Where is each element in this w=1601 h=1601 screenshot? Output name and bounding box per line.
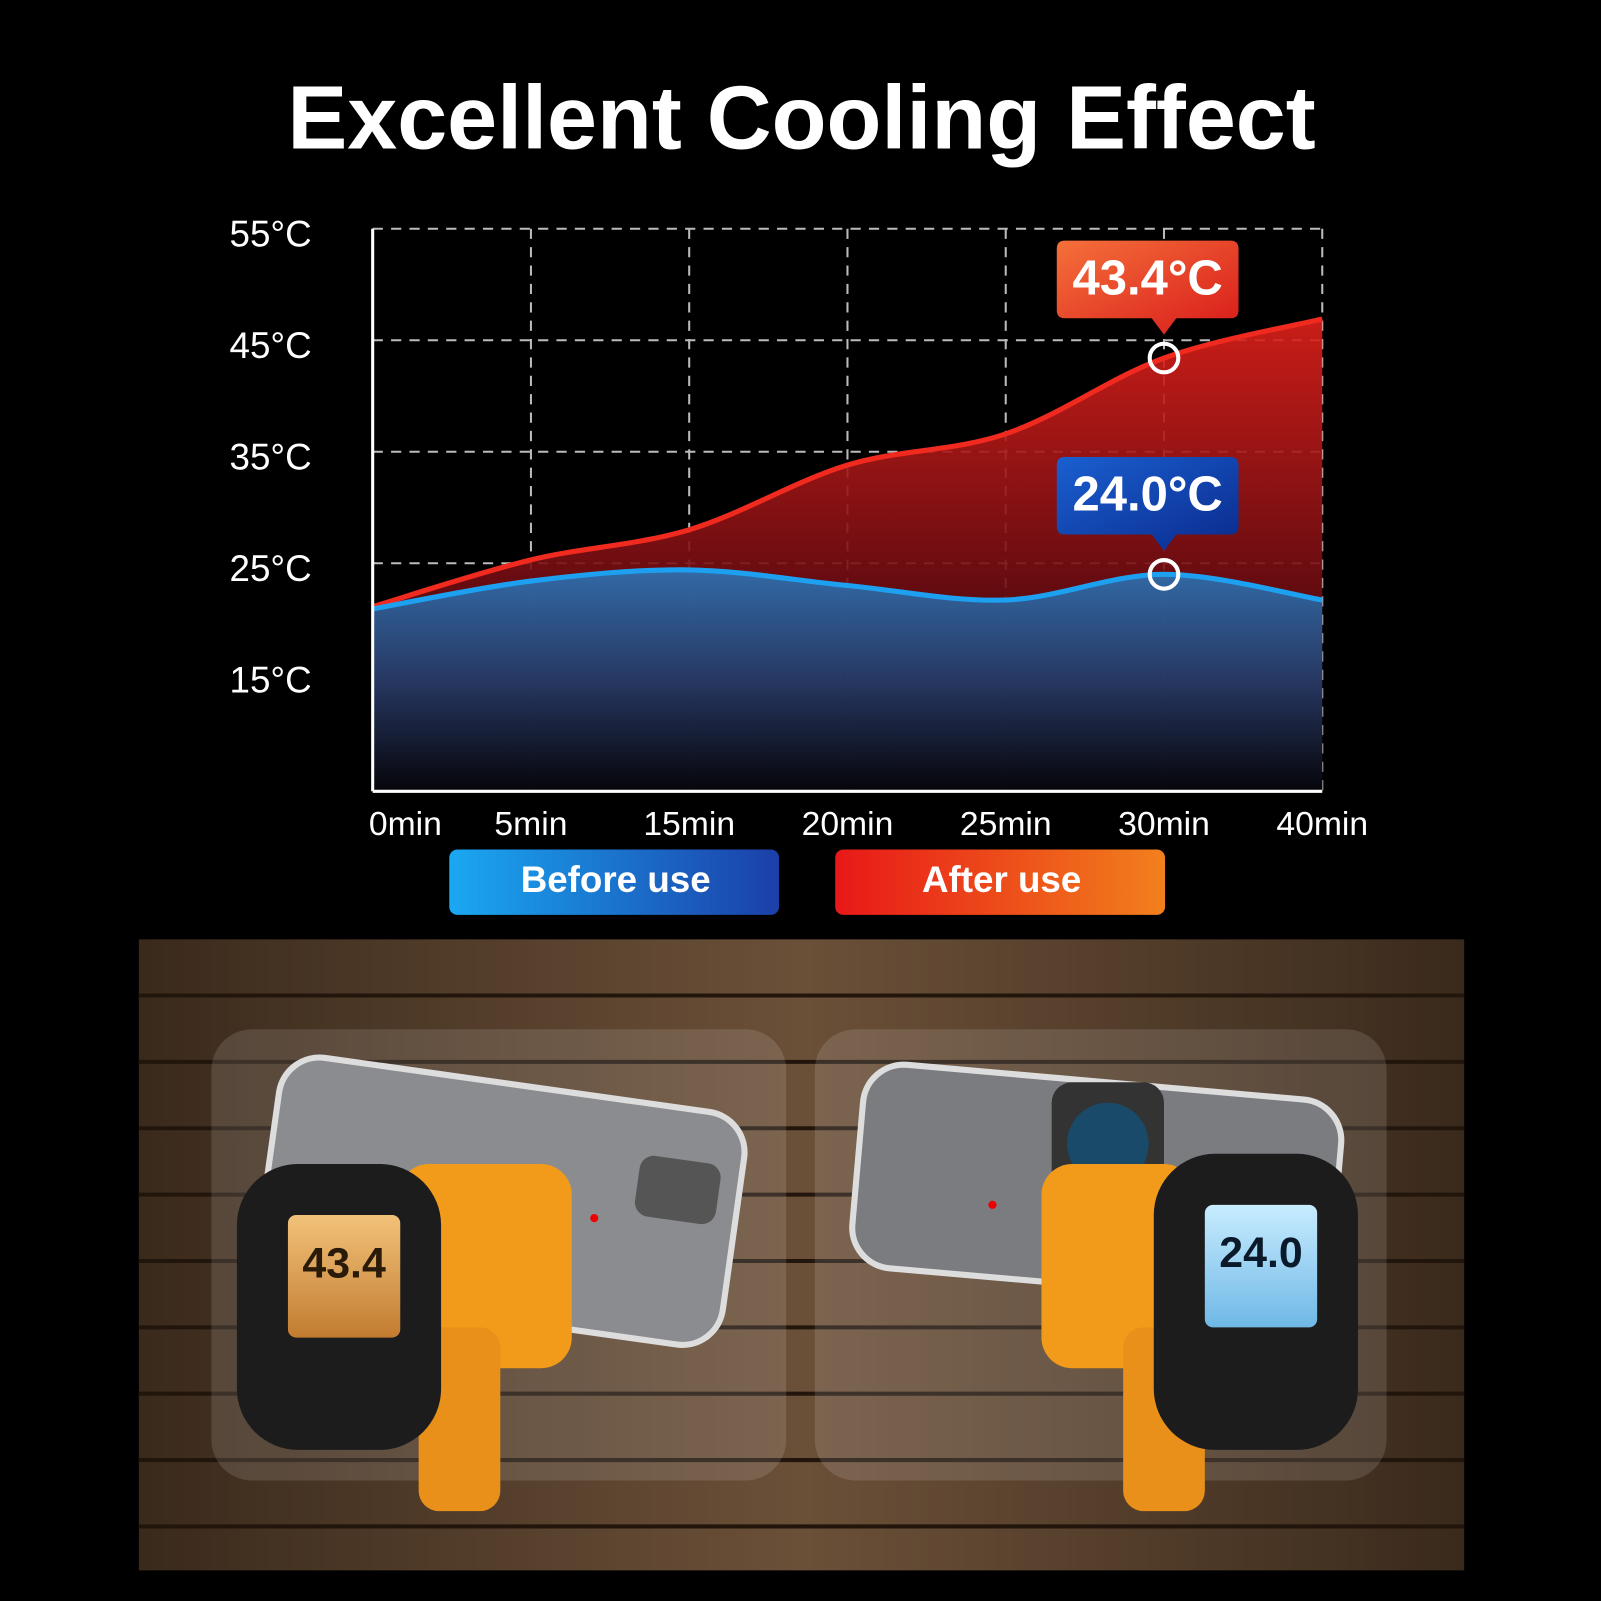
y-tick-label: 25°C — [230, 548, 312, 589]
marker — [1147, 341, 1181, 375]
area — [372, 569, 1323, 792]
marker — [1147, 558, 1181, 591]
y-tick-label: 15°C — [230, 660, 312, 701]
lcd-left — [287, 1215, 401, 1338]
laser-dot — [988, 1200, 997, 1209]
laser-dot — [590, 1214, 599, 1223]
x-tick-label: 25min — [960, 806, 1052, 843]
x-tick-label: 20min — [802, 806, 894, 843]
x-tick-label: 30min — [1118, 806, 1210, 843]
legend-swatch — [449, 849, 780, 915]
plot: 15°C 25°C 35°C 45°C 55°C 0min 5min 15min 20min 25… — [230, 214, 1368, 915]
x-tick-label: 0min — [369, 806, 442, 843]
line — [372, 567, 1323, 612]
gun-body-left — [398, 1163, 572, 1369]
lcd-right — [1204, 1204, 1318, 1328]
legend-label: After use — [922, 859, 1081, 900]
x-tick-label: 40min — [1276, 806, 1368, 843]
y-tick-label: 45°C — [230, 325, 312, 366]
callout-box — [1056, 240, 1239, 335]
callout-box — [1056, 456, 1239, 551]
reading-right: 24.0 — [1219, 1229, 1302, 1277]
reading-left: 43.4 — [302, 1239, 386, 1287]
callout-label: 43.4°C — [1072, 251, 1222, 305]
y-tick-label: 55°C — [230, 214, 312, 255]
callout-label: 24.0°C — [1072, 468, 1222, 522]
x-tick-label: 5min — [494, 806, 567, 843]
legend-swatch — [835, 849, 1166, 915]
line — [371, 316, 1323, 610]
chart-title: Excellent Cooling Effect — [287, 68, 1315, 168]
photo: 43.4 24.0 — [138, 939, 1465, 1571]
y-tick-label: 35°C — [230, 437, 312, 478]
legend-label: Before use — [521, 859, 711, 900]
x-tick-label: 15min — [643, 806, 735, 843]
